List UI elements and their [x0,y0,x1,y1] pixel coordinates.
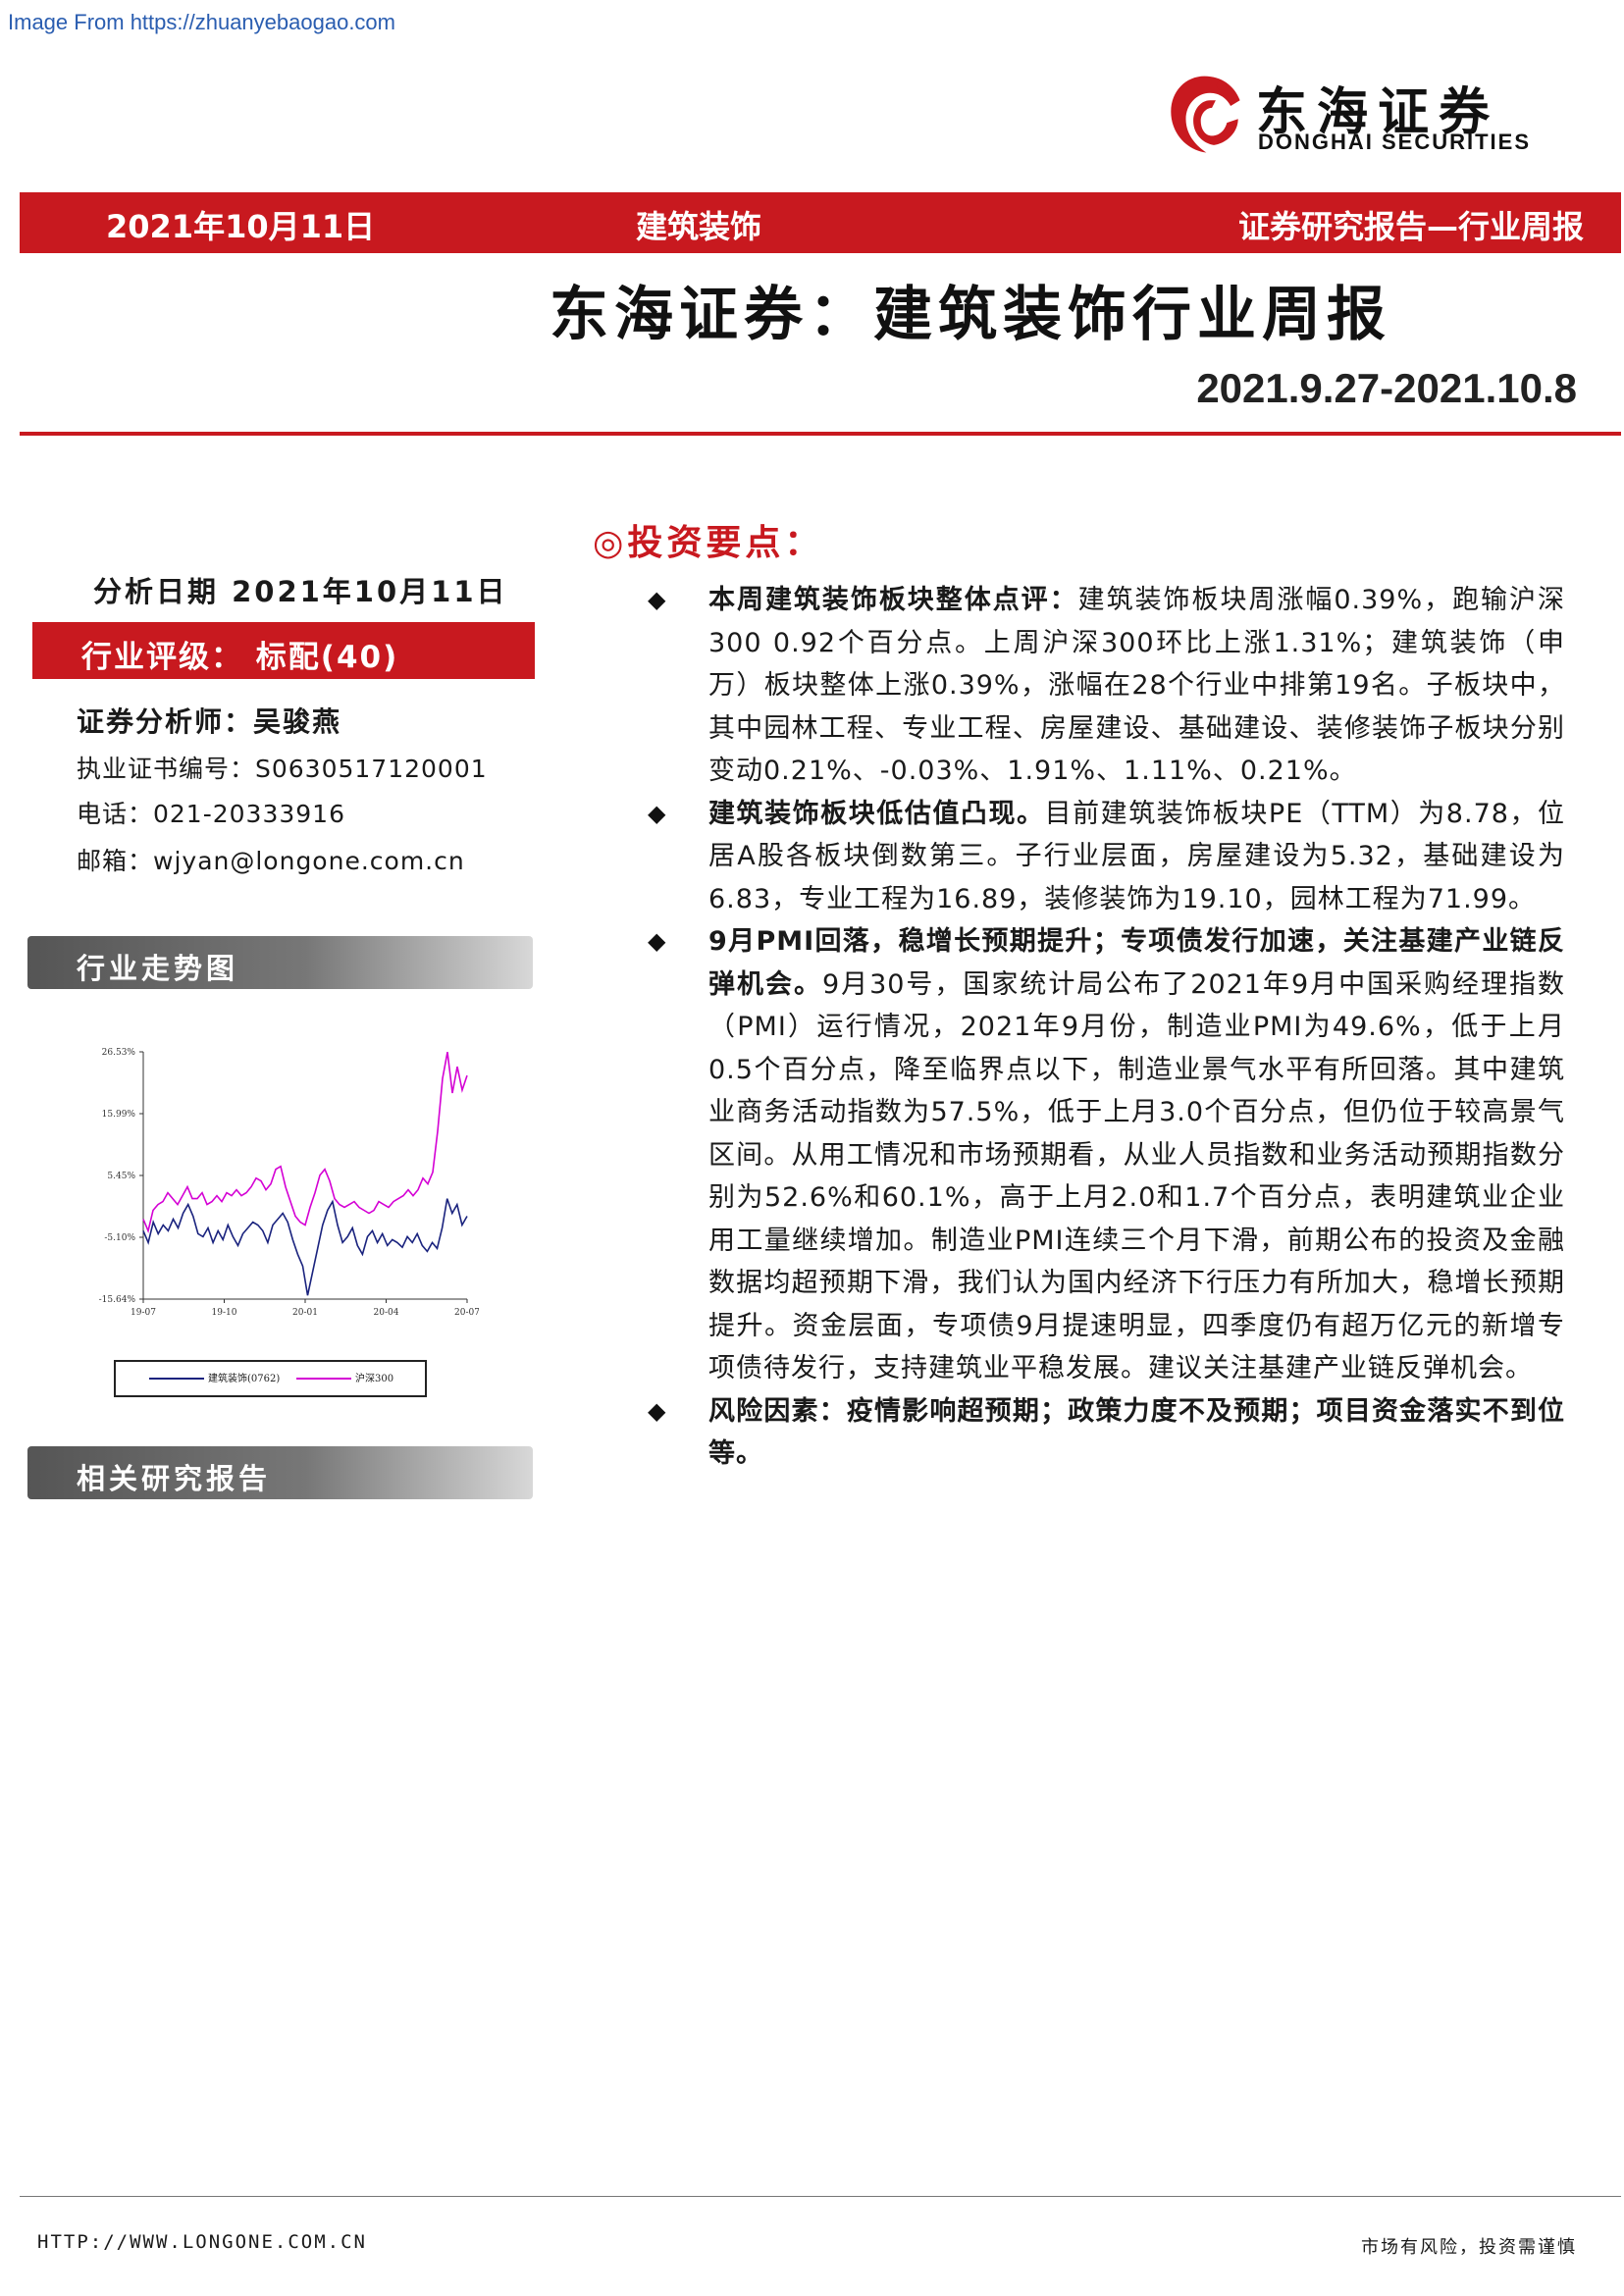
banner-report-type: 证券研究报告—行业周报 [1237,208,1584,245]
trend-chart-header: 行业走势图 [27,936,533,989]
y-tick-label: -5.10% [104,1233,135,1243]
highlight-heading: 建筑装饰板块低估值凸现。 [708,798,1045,829]
series-line-1 [142,1052,468,1233]
investment-highlights-header: ◎投资要点： [593,523,824,563]
y-tick-label: 15.99% [102,1110,136,1120]
x-tick-label: 19-07 [131,1308,156,1318]
legend-label-construction: 建筑装饰(0762) [208,1374,281,1384]
analysis-date: 分析日期 2021年10月11日 [93,575,508,608]
banner-date: 2021年10月11日 [106,208,376,245]
banner-sector: 建筑装饰 [636,208,762,245]
legend-swatch-hs300 [296,1378,351,1380]
highlight-heading: 风险因素：疫情影响超预期；政策力度不及预期；项目资金落实不到位等。 [708,1395,1565,1470]
diamond-bullet-icon: ◆ [648,927,667,955]
investment-highlights-list: ◆ 本周建筑装饰板块整体点评：建筑装饰板块周涨幅0.39%，跑输沪深300 0.… [648,579,1565,1476]
highlight-heading: 本周建筑装饰板块整体点评： [708,585,1078,615]
footer-disclaimer: 市场有风险，投资需谨慎 [1361,2237,1577,2258]
series-line-0 [142,1198,468,1296]
logo-chinese: 东海证券 [1256,83,1500,142]
footer-url[interactable]: HTTP://WWW.LONGONE.COM.CN [37,2231,367,2253]
x-tick-label: 20-07 [454,1308,479,1318]
report-title: 东海证券：建筑装饰行业周报 [550,281,1391,349]
divider [20,432,1621,436]
y-tick-label: -15.64% [99,1295,136,1305]
report-period: 2021.9.27-2021.10.8 [1196,365,1577,411]
industry-trend-chart: 26.53% 15.99% 5.45% -5.10% -15.64% 19-07 19-10… [99,1048,479,1318]
highlight-item: ◆ 风险因素：疫情影响超预期；政策力度不及预期；项目资金落实不到位等。 [648,1390,1565,1476]
y-tick-label: 26.53% [102,1048,136,1058]
industry-rating: 行业评级： 标配(40) [81,640,399,675]
highlight-item: ◆ 建筑装饰板块低估值凸现。目前建筑装饰板块PE（TTM）为8.78，位居A股各… [648,793,1565,921]
diamond-bullet-icon: ◆ [648,586,667,613]
highlight-text: 9月30号，国家统计局公布了2021年9月中国采购经理指数（PMI）运行情况，2… [708,968,1565,1384]
highlight-text: 建筑装饰板块周涨幅0.39%，跑输沪深300 0.92个百分点。上周沪深300环… [708,585,1565,786]
source-link[interactable]: Image From https://zhuanyebaogao.com [8,10,395,34]
highlight-item: ◆ 本周建筑装饰板块整体点评：建筑装饰板块周涨幅0.39%，跑输沪深300 0.… [648,579,1565,793]
legend-swatch-construction [149,1378,204,1380]
diamond-bullet-icon: ◆ [648,1396,667,1425]
logo-english: DONGHAI SECURITIES [1258,130,1532,154]
related-reports-header-label: 相关研究报告 [77,1462,272,1495]
legend-label-hs300: 沪深300 [355,1374,394,1384]
cert-number: 执业证书编号：S0630517120001 [77,755,488,783]
footer-divider [20,2196,1621,2197]
rating-box: 行业评级： 标配(40) [32,622,535,679]
chart-legend: 建筑装饰(0762) 沪深300 [114,1360,427,1397]
email: 邮箱：wjyan@longone.com.cn [77,847,465,875]
y-tick-label: 5.45% [107,1172,135,1181]
diamond-bullet-icon: ◆ [648,799,667,827]
x-tick-label: 20-04 [374,1308,399,1318]
company-logo: 东海证券 DONGHAI SECURITIES [1158,69,1570,167]
related-reports-header: 相关研究报告 [27,1446,533,1499]
x-tick-label: 19-10 [212,1308,237,1318]
phone: 电话：021-20333916 [77,800,345,828]
highlight-item: ◆ 9月PMI回落，稳增长预期提升；专项债发行加速，关注基建产业链反弹机会。9月… [648,920,1565,1390]
header-banner: 2021年10月11日 建筑装饰 证券研究报告—行业周报 [20,192,1621,253]
trend-chart-header-label: 行业走势图 [77,952,239,985]
x-tick-label: 20-01 [292,1308,318,1318]
highlight-text: 目前建筑装饰板块PE（TTM）为8.78，位居A股各板块倒数第三。子行业层面，房… [708,798,1566,914]
dragon-logo-icon [1171,76,1240,153]
analyst-name: 证券分析师：吴骏燕 [77,705,342,738]
highlight-heading: 9月PMI回落，稳增长预期提升；专项债发行加速，关注基建产业链反弹机会。 [708,926,1565,1000]
